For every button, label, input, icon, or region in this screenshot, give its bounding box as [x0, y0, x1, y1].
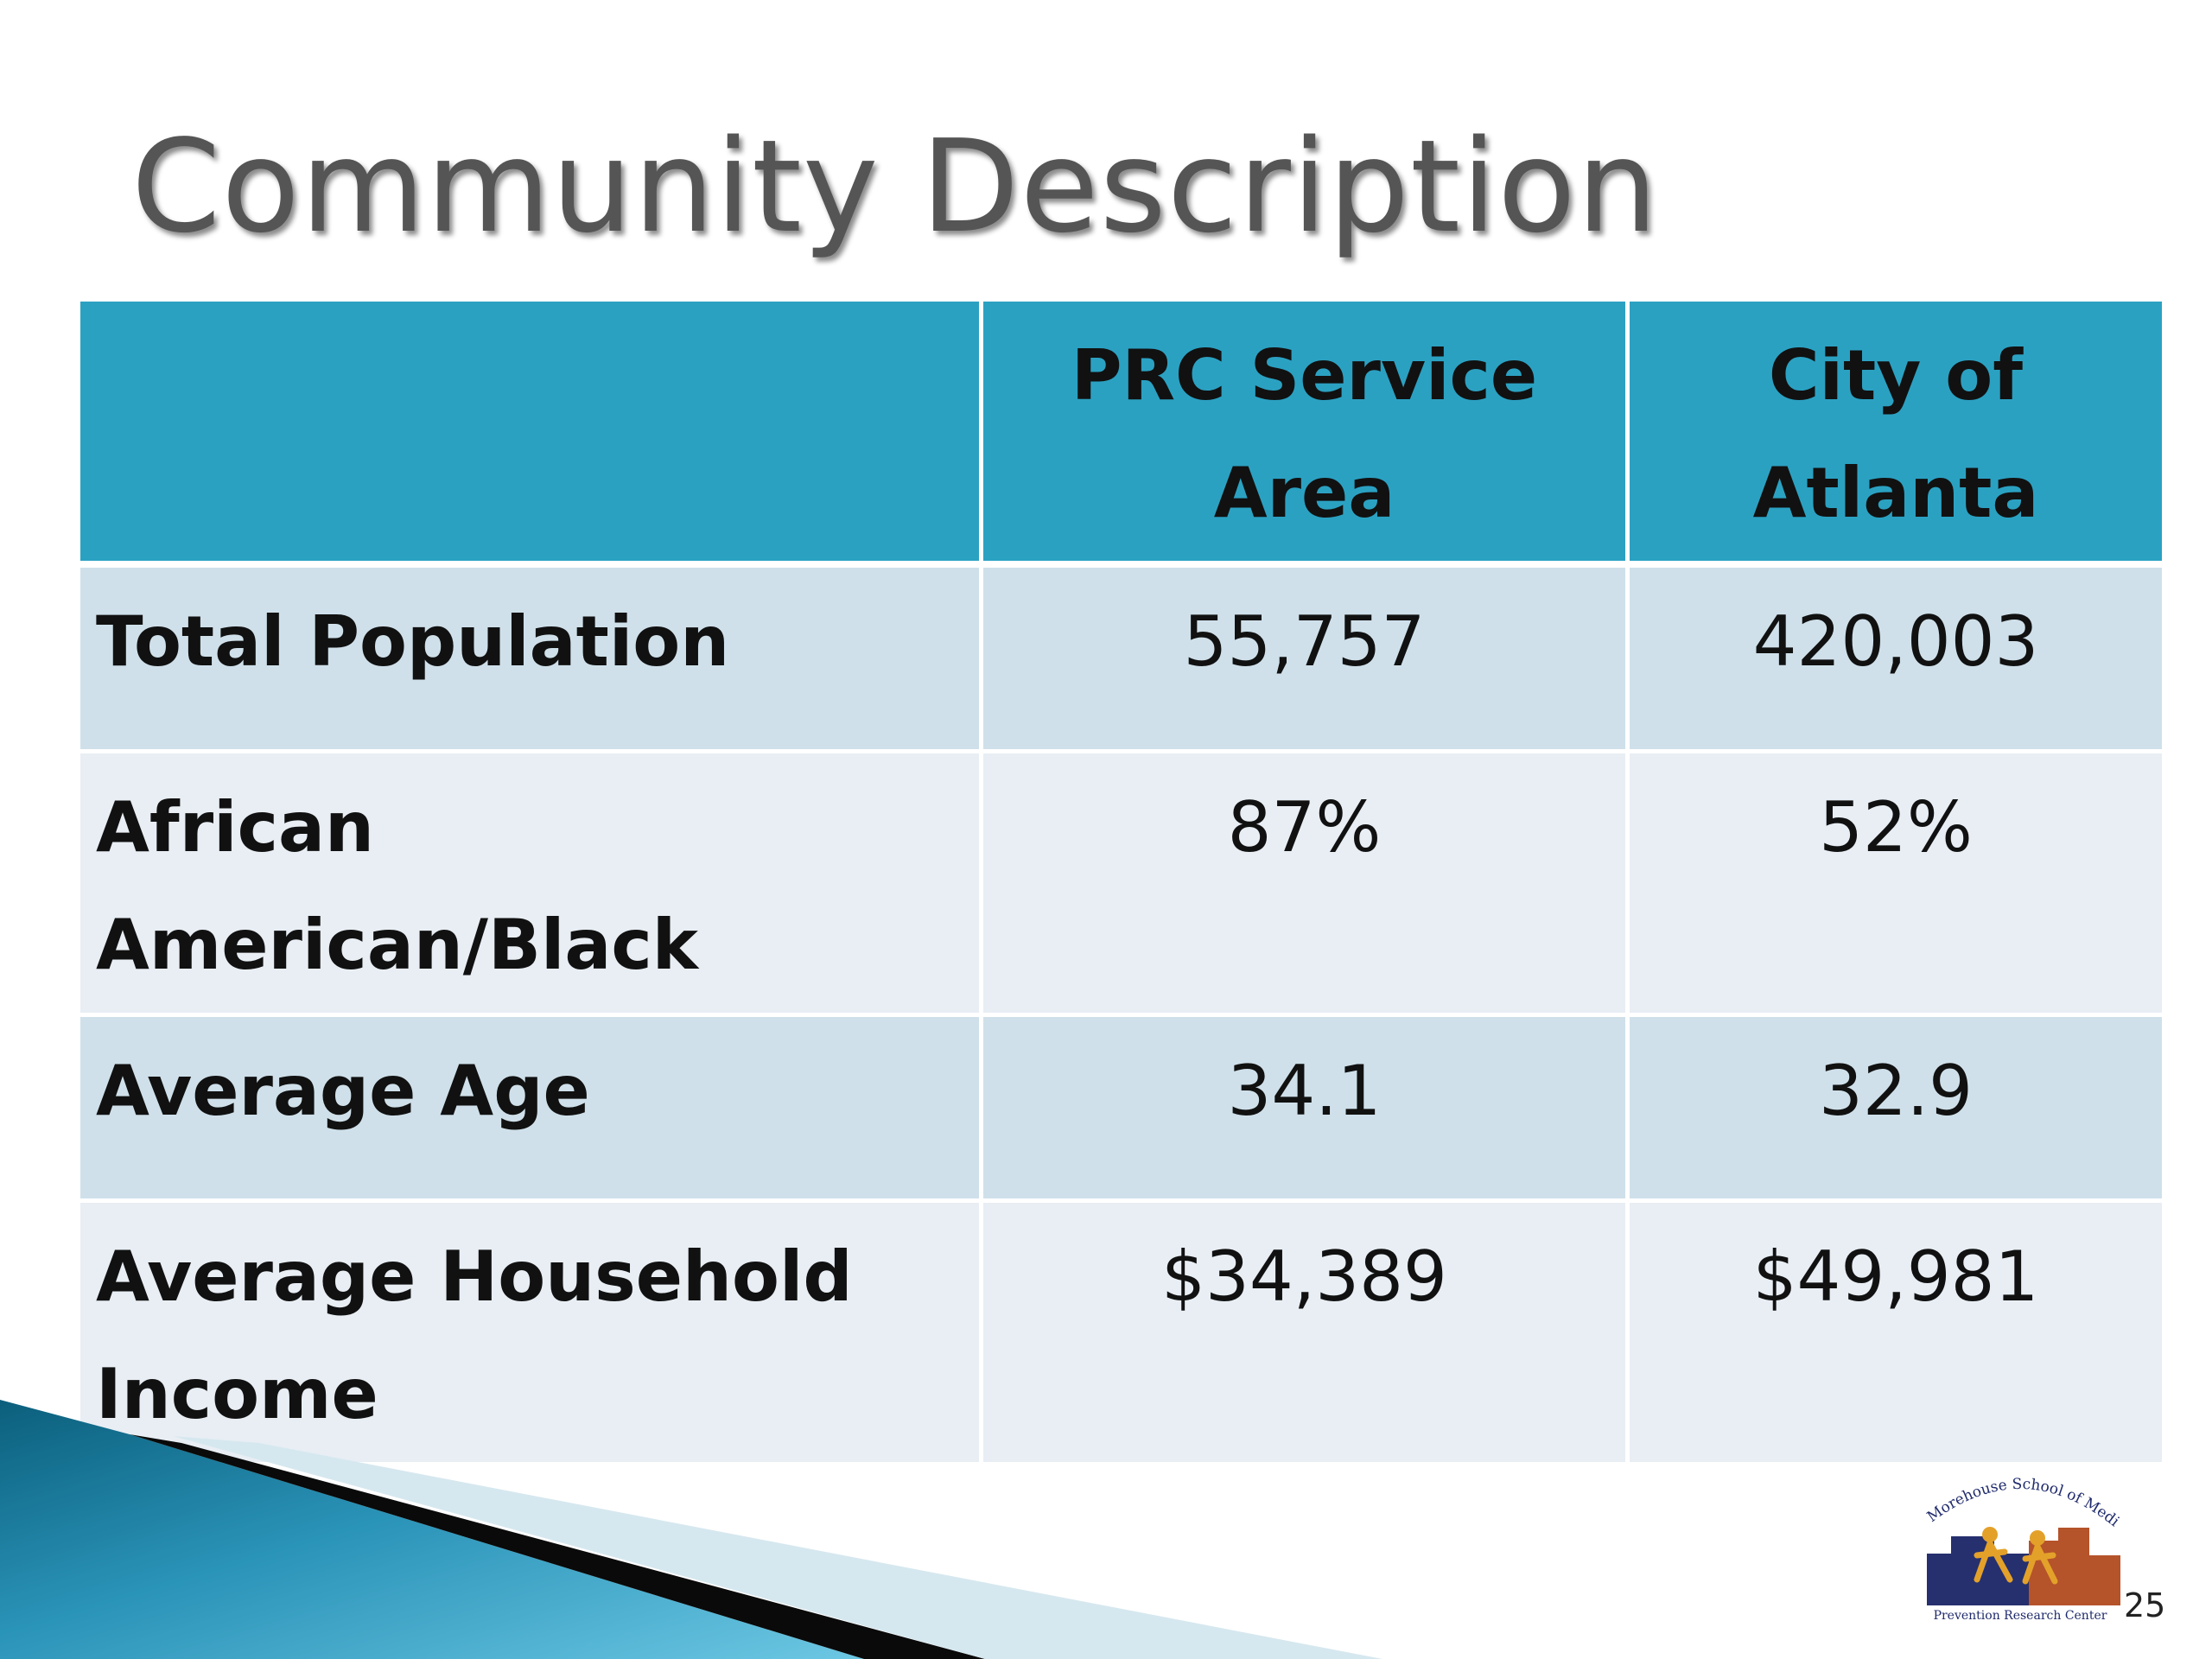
cell-prc: 55,757 — [979, 562, 1630, 753]
cell-atlanta: $49,981 — [1625, 1198, 2166, 1466]
row-label: Total Population — [76, 562, 983, 753]
cell-atlanta: 420,003 — [1625, 562, 2166, 753]
header-empty — [76, 297, 983, 568]
cell-prc: 34.1 — [979, 1013, 1630, 1203]
slide-title: Community Description — [131, 112, 1659, 261]
cell-atlanta: 52% — [1625, 749, 2166, 1017]
table-row: Average Age 34.1 32.9 — [76, 1013, 2166, 1203]
row-label: Average Household Income — [76, 1198, 983, 1466]
decorative-swoosh — [0, 1400, 1382, 1659]
page-number: 25 — [2124, 1586, 2166, 1624]
table-row: Average Household Income $34,389 $49,981 — [76, 1198, 2166, 1466]
table-header-row: PRC Service Area City of Atlanta — [76, 297, 2166, 568]
table-row: Total Population 55,757 420,003 — [76, 562, 2166, 753]
svg-text:Morehouse School of Medicine: Morehouse School of Medicine — [1908, 1459, 2123, 1530]
header-city-of-atlanta: City of Atlanta — [1625, 297, 2166, 568]
logo-top-text: Morehouse School of Medicine — [1908, 1459, 2123, 1530]
table-row: African American/Black 87% 52% — [76, 749, 2166, 1017]
cell-prc: 87% — [979, 749, 1630, 1017]
header-prc-service-area: PRC Service Area — [979, 297, 1630, 568]
logo-bottom-text: Prevention Research Center — [1934, 1609, 2107, 1623]
community-table: PRC Service Area City of Atlanta Total P… — [76, 297, 2166, 1466]
row-label: African American/Black — [76, 749, 983, 1017]
morehouse-prc-logo: Morehouse School of Medicine Prevention … — [1908, 1459, 2123, 1623]
row-label: Average Age — [76, 1013, 983, 1203]
cell-prc: $34,389 — [979, 1198, 1630, 1466]
cell-atlanta: 32.9 — [1625, 1013, 2166, 1203]
